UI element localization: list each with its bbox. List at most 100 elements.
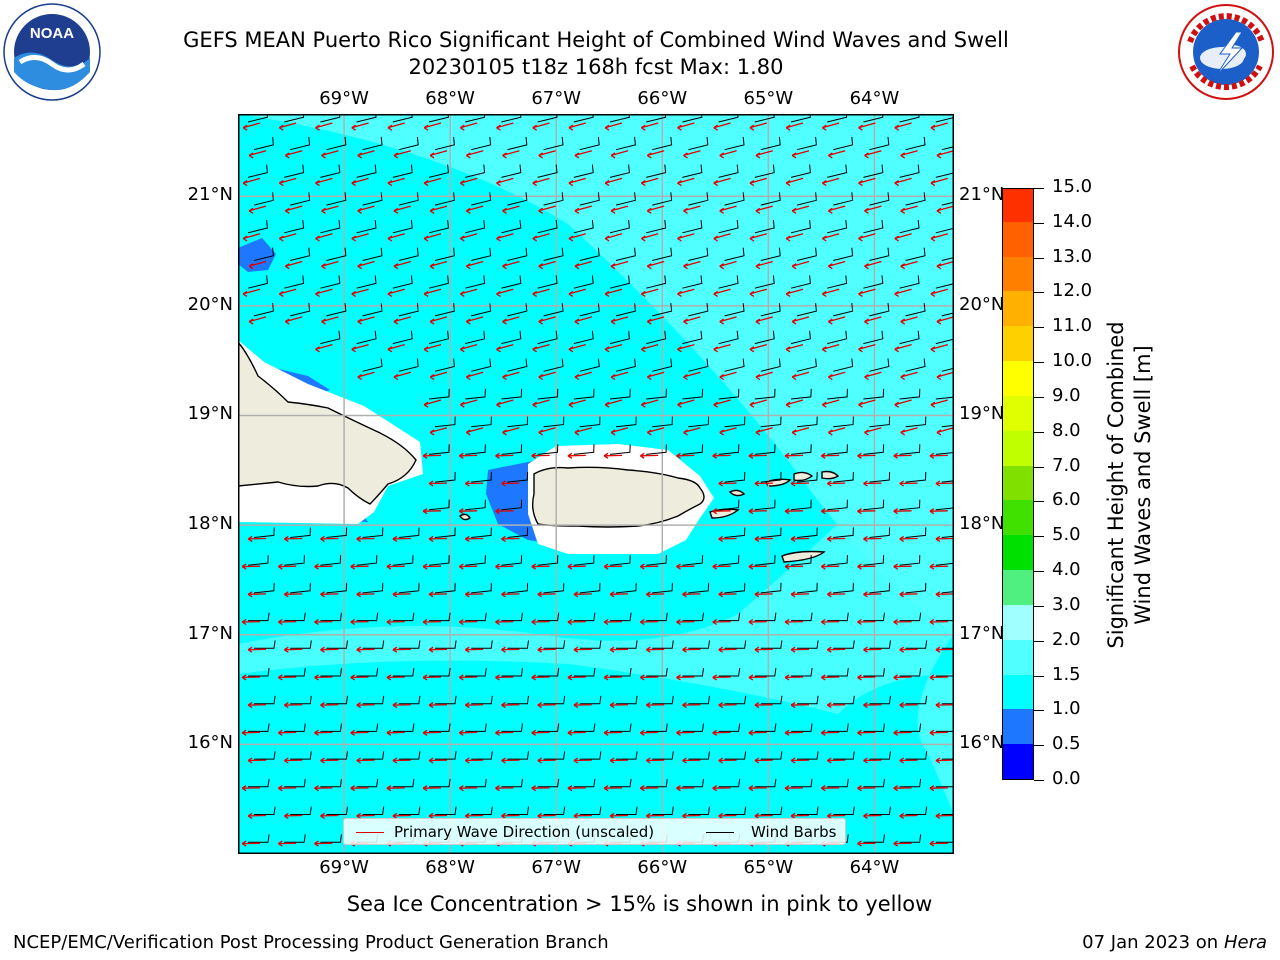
- wave-direction-arrow: [320, 812, 339, 819]
- wave-direction-arrow: [713, 343, 731, 353]
- wave-direction-arrow: [791, 150, 810, 159]
- wave-direction-arrow: [458, 452, 478, 459]
- wave-direction-arrow: [531, 563, 550, 570]
- wave-direction-arrow: [604, 399, 623, 408]
- wind-barb: [760, 247, 781, 261]
- lat-lon-grid: [238, 114, 954, 854]
- wind-barb: [398, 640, 421, 649]
- wind-barb: [863, 164, 884, 178]
- wind-barb: [646, 275, 667, 289]
- wave-direction-arrow: [821, 177, 840, 187]
- wave-direction-arrow: [858, 122, 876, 131]
- wave-direction-arrow: [428, 702, 448, 709]
- wind-barb: [573, 723, 596, 732]
- wave-direction-arrow: [247, 646, 267, 653]
- lon-label-bottom: 65°W: [743, 857, 794, 878]
- wind-barb: [863, 668, 885, 677]
- wave-direction-arrow: [712, 563, 731, 570]
- wind-barb: [754, 723, 777, 732]
- wave-direction-arrow: [610, 260, 629, 270]
- colorbar-tick-label: 8.0: [1052, 419, 1081, 441]
- wave-direction-arrow: [501, 591, 520, 598]
- wave-direction-arrow: [357, 316, 375, 325]
- wave-direction-arrow: [936, 205, 954, 214]
- wind-barb: [471, 136, 492, 151]
- wind-barb: [827, 275, 848, 289]
- wind-barb: [326, 640, 348, 649]
- wind-barb: [320, 834, 342, 843]
- wave-direction-arrow: [356, 757, 375, 764]
- wave-direction-arrow: [749, 343, 767, 353]
- wave-direction-arrow: [827, 205, 846, 214]
- wave-direction-arrow: [893, 729, 912, 736]
- wind-barb: [652, 247, 673, 261]
- wave-direction-arrow: [863, 535, 882, 542]
- wind-barb: [537, 723, 560, 732]
- colorbar-tick-label: 1.0: [1052, 698, 1081, 720]
- wind-barb: [501, 778, 523, 788]
- map-legend: Primary Wave Direction (unscaled) Wind B…: [343, 818, 846, 845]
- wave-direction-arrow: [748, 674, 767, 681]
- wave-direction-arrow: [423, 288, 442, 297]
- wave-direction-arrow: [676, 674, 695, 681]
- wave-direction-arrow: [423, 233, 442, 242]
- wind-barb: [790, 330, 811, 345]
- wind-barb: [905, 471, 927, 483]
- land-masses: [238, 340, 840, 563]
- wind-barb: [537, 612, 560, 622]
- wind-barb: [537, 164, 558, 178]
- wave-direction-arrow: [820, 618, 840, 626]
- wind-barb: [471, 358, 492, 372]
- wind-barb: [290, 640, 312, 649]
- wave-direction-arrow: [785, 399, 804, 408]
- wave-direction-arrow: [929, 729, 948, 736]
- wave-direction-arrow: [495, 674, 514, 681]
- wave-direction-arrow: [755, 371, 773, 381]
- wind-barb: [869, 136, 890, 151]
- wind-barb: [724, 192, 745, 206]
- colorbar-segment: [1003, 499, 1033, 536]
- wind-barb: [326, 695, 348, 705]
- wind-barb: [899, 499, 921, 511]
- wave-direction-arrow: [718, 702, 737, 709]
- wind-barb: [790, 499, 812, 511]
- wind-barb: [356, 555, 378, 566]
- wave-direction-arrow: [495, 452, 514, 459]
- wave-direction-arrow: [826, 480, 846, 487]
- wave-direction-arrow: [278, 122, 297, 131]
- wave-direction-arrow: [677, 399, 695, 408]
- wind-barb: [471, 806, 493, 815]
- colorbar-segment: [1003, 430, 1033, 466]
- colorbar-tick: [1034, 292, 1044, 294]
- wave-direction-arrow: [930, 399, 948, 408]
- colorbar-segment: [1003, 743, 1033, 779]
- wind-barb: [682, 668, 704, 677]
- wind-barb: [290, 303, 311, 317]
- wave-direction-arrow: [392, 702, 411, 709]
- wave-direction-arrow: [748, 729, 767, 736]
- wave-direction-arrow: [357, 205, 375, 214]
- wind-barb: [248, 778, 270, 788]
- wave-direction-arrow: [532, 122, 550, 131]
- wave-direction-arrow: [677, 233, 695, 242]
- colorbar-segment: [1003, 534, 1033, 571]
- wind-barb: [471, 192, 492, 206]
- wave-direction-arrow: [899, 591, 918, 598]
- wave-direction-arrow: [531, 674, 550, 681]
- wind-barb: [905, 695, 928, 705]
- wind-barb: [905, 640, 928, 649]
- wave-direction-arrow: [423, 177, 442, 187]
- wind-barb: [615, 358, 636, 372]
- wind-barb: [254, 640, 276, 649]
- wave-direction-arrow: [718, 812, 737, 819]
- wind-barb: [248, 612, 270, 622]
- wave-direction-arrow: [936, 371, 954, 381]
- wave-direction-arrow: [464, 591, 484, 598]
- wave-direction-arrow: [465, 150, 484, 159]
- wind-barb: [537, 219, 558, 234]
- wave-direction-arrow: [501, 480, 520, 487]
- wave-direction-arrow: [320, 702, 339, 709]
- wind-barb: [905, 751, 928, 760]
- wind-barb: [791, 723, 813, 732]
- wave-direction-arrow: [429, 205, 448, 214]
